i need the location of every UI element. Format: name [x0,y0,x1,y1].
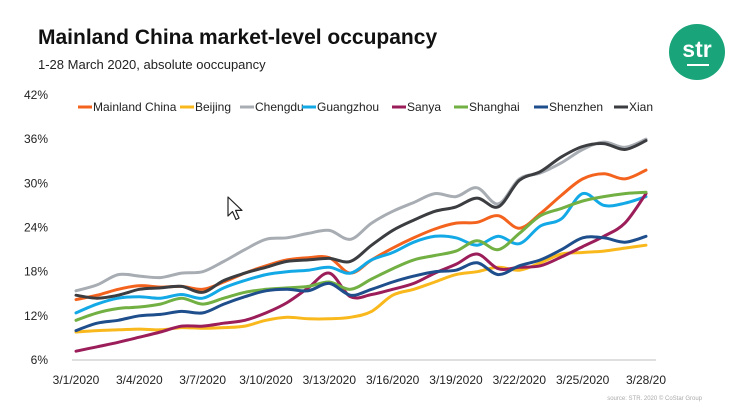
x-tick-label: 3/4/2020 [116,373,163,387]
x-tick-label: 3/1/2020 [53,373,100,387]
y-tick-label: 12% [24,309,48,323]
str-logo-text: str [682,35,712,62]
series-line-sanya [74,192,648,353]
series-layer [74,137,648,353]
series-line-chengdu [74,137,648,293]
x-tick-label: 3/13/2020 [303,373,357,387]
mouse-pointer-icon [227,196,243,221]
x-axis: 3/1/2020 3/4/2020 3/7/2020 3/10/2020 3/13/20… [53,359,666,387]
y-tick-label: 30% [24,176,48,190]
str-logo-underline [687,64,709,66]
x-tick-label: 3/25/2020 [556,373,610,387]
legend-label-chengdu: Chengdu [255,100,304,114]
legend-label-beijing: Beijing [195,100,231,114]
legend-label-mainland-china: Mainland China [93,100,177,114]
x-tick-label: 3/16/2020 [366,373,420,387]
str-logo: str [669,24,725,80]
y-tick-label: 24% [24,221,48,235]
x-tick-label: 3/10/2020 [239,373,293,387]
y-tick-label: 42% [24,88,48,102]
series-line-mainland-china [74,168,648,302]
y-tick-label: 36% [24,132,48,146]
y-tick-label: 18% [24,265,48,279]
x-tick-label: 3/22/2020 [493,373,547,387]
x-tick-label: 3/28/20 [626,373,666,387]
legend-label-shenzhen: Shenzhen [549,100,603,114]
y-axis: 6% 12% 18% 24% 30% 36% 42% [24,88,48,367]
x-tick-label: 3/7/2020 [179,373,226,387]
series-line-shanghai [74,190,648,322]
series-line-guangzhou [74,191,648,315]
legend-label-guangzhou: Guangzhou [317,100,379,114]
y-tick-label: 6% [31,353,49,367]
chart-title: Mainland China market-level occupancy [38,26,438,49]
legend-label-xian: Xian [629,100,653,114]
source-note: source: STR. 2020 © CoStar Group [607,396,702,402]
series-line-xian [74,139,648,300]
legend-label-sanya: Sanya [407,100,441,114]
chart-subtitle: 1-28 March 2020, absolute ooccupancy [38,57,266,72]
legend-label-shanghai: Shanghai [469,100,520,114]
legend: Mainland China Beijing Chengdu Guangzhou San… [78,100,653,114]
x-tick-label: 3/19/2020 [429,373,483,387]
series-line-shenzhen [74,234,648,333]
